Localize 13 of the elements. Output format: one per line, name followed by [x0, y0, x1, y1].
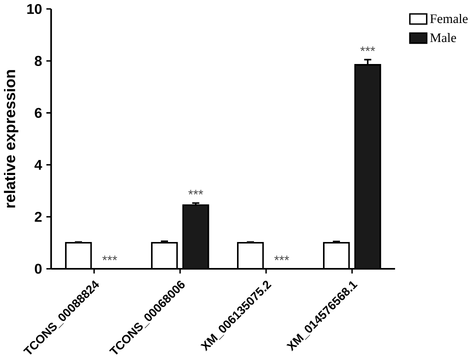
- y-tick-label: 0: [34, 264, 42, 274]
- y-tick-label: 6: [34, 108, 42, 118]
- y-tick-label: 4: [34, 160, 42, 170]
- y-tick-label: 2: [34, 212, 42, 222]
- annotation: ***: [274, 256, 290, 260]
- y-tick-label: 10: [27, 4, 42, 14]
- annotation: ***: [188, 190, 204, 194]
- y-axis-title: relative expression: [4, 70, 18, 208]
- y-tick-label: 8: [34, 56, 42, 66]
- legend-label: Female: [430, 14, 468, 24]
- annotation: ***: [360, 46, 376, 52]
- legend-label: Male: [430, 33, 456, 42]
- annotation: ***: [102, 256, 118, 260]
